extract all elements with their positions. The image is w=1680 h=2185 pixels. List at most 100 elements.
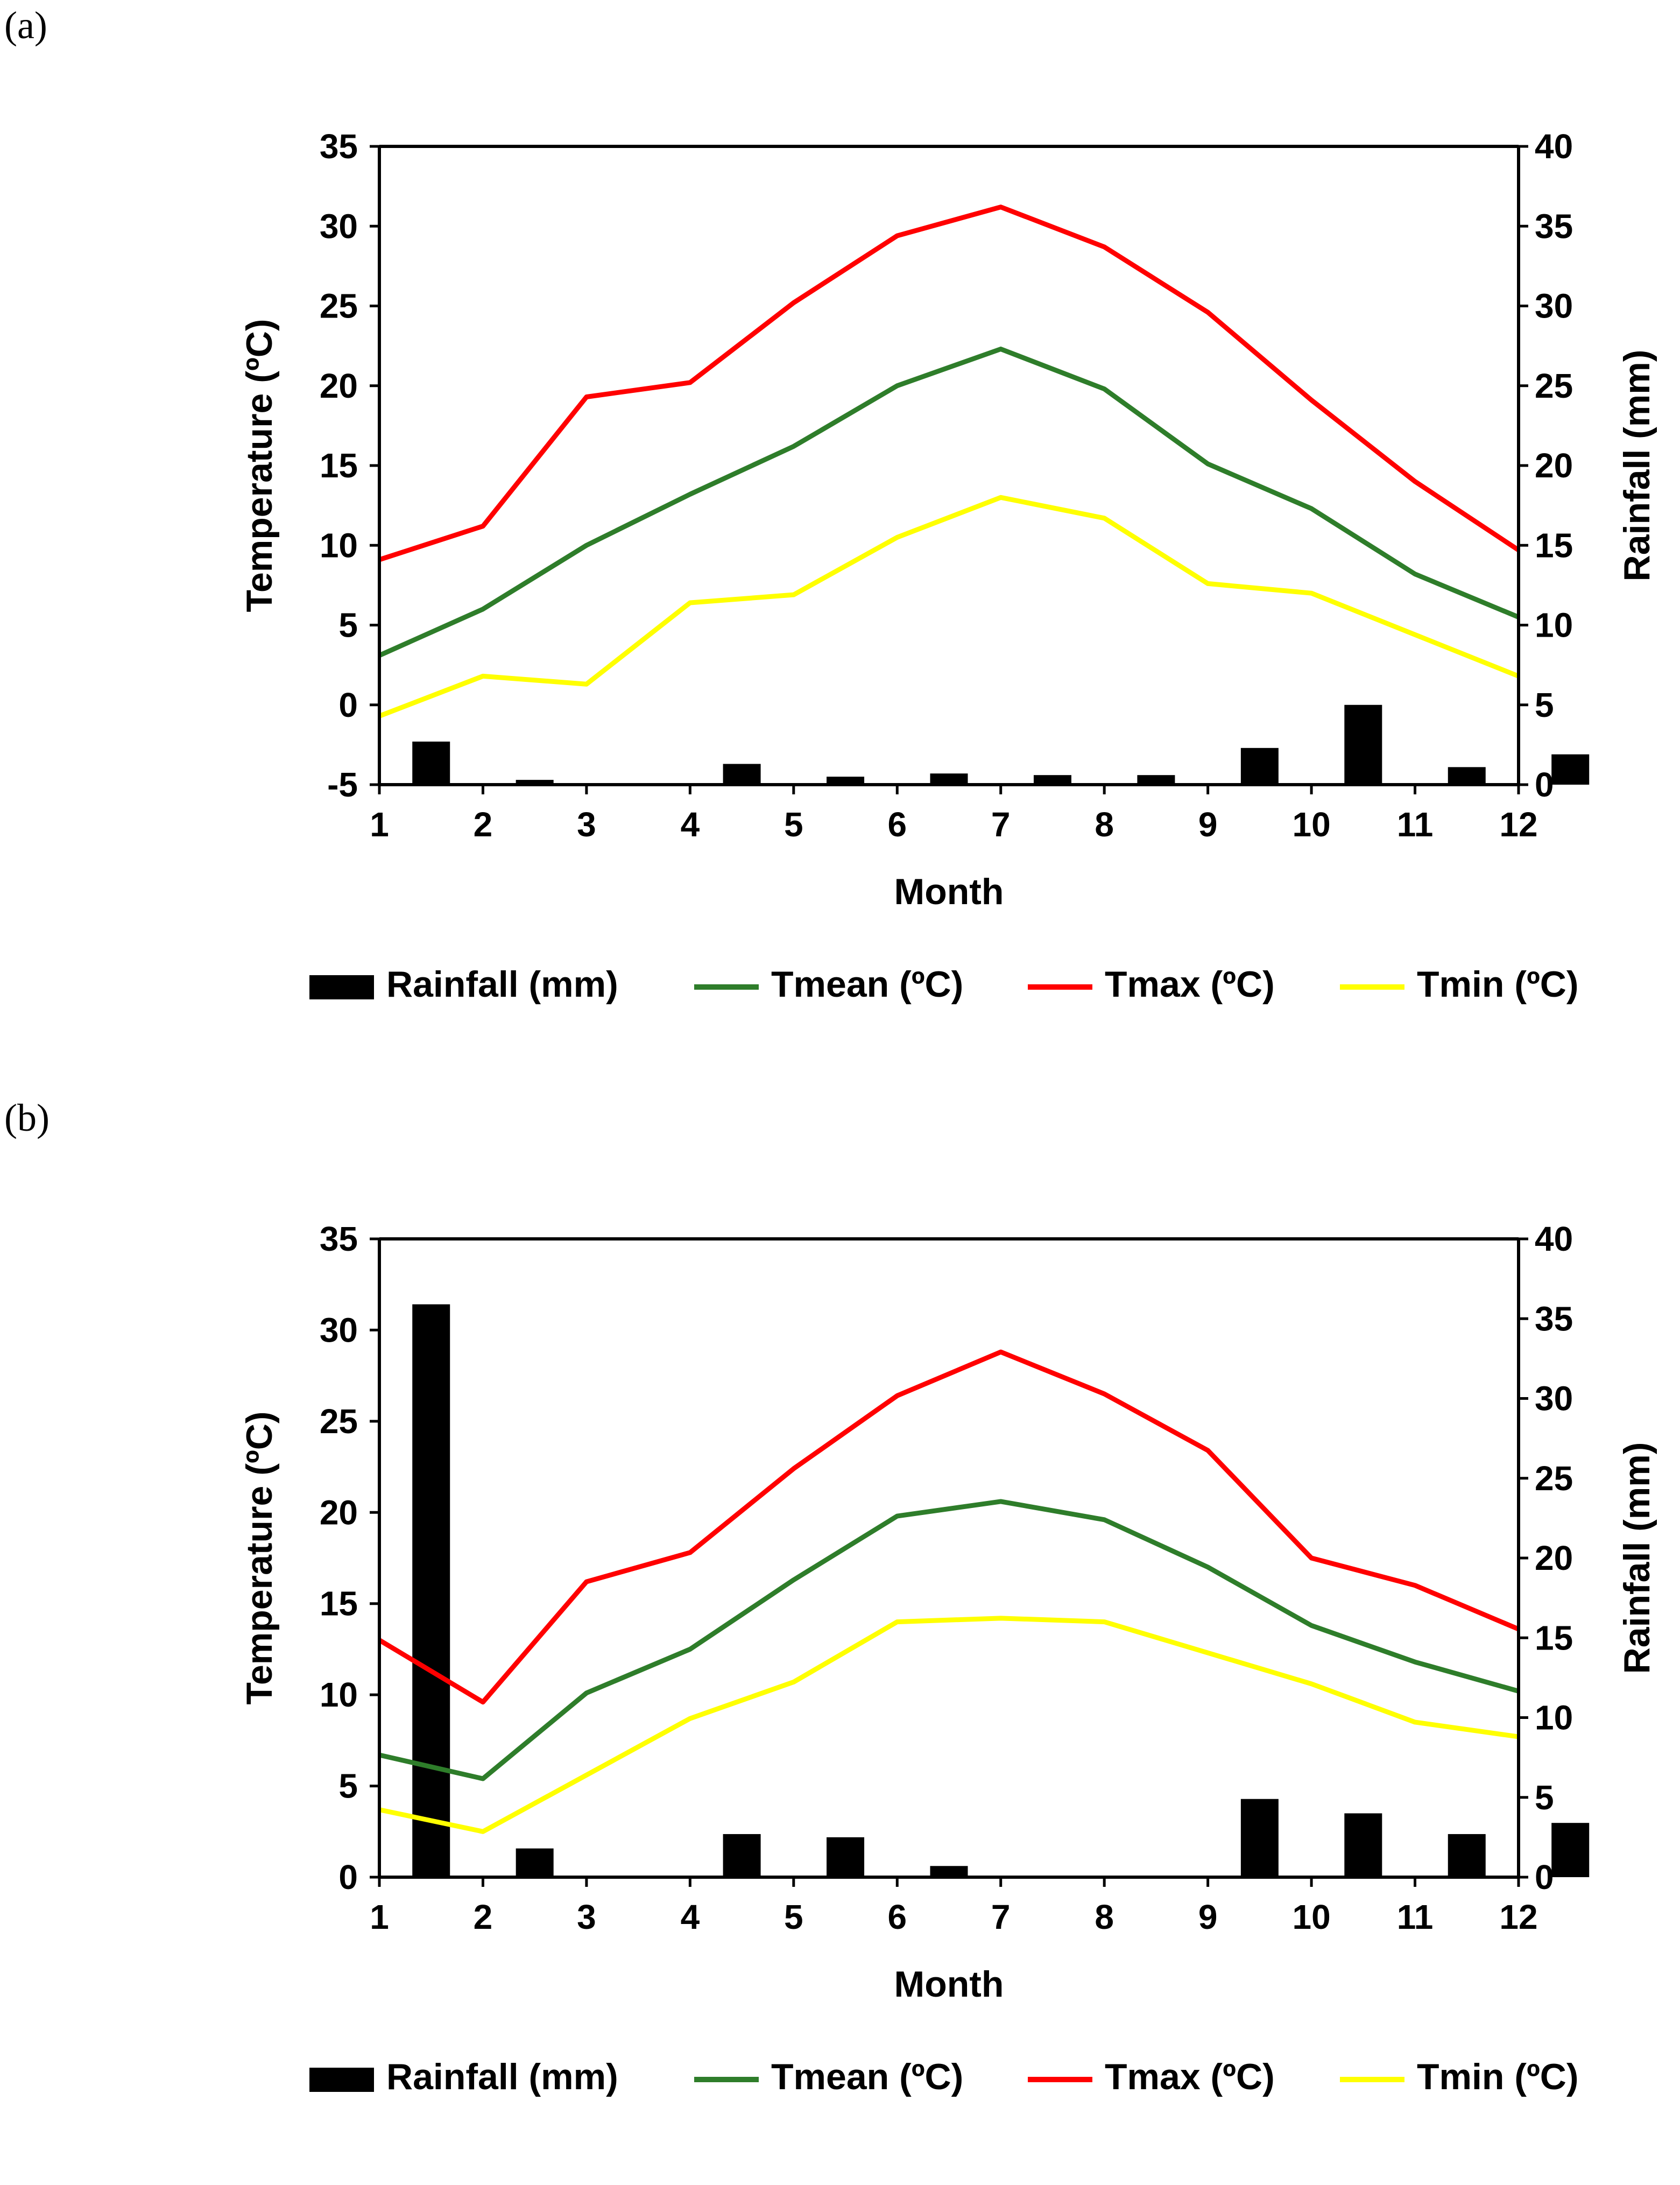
rainfall-bar <box>1344 704 1382 785</box>
y-tick-label-left: 30 <box>320 1310 358 1349</box>
rainfall-bar <box>1240 1799 1279 1877</box>
legend-swatch-rainfall <box>309 975 374 999</box>
series-line <box>378 205 1520 562</box>
series-line <box>378 495 1520 718</box>
x-tick-label: 1 <box>370 1898 389 1936</box>
y-tick-label-left: 15 <box>320 1584 358 1623</box>
y-tick-label-right: 20 <box>1535 446 1573 485</box>
rainfall-bar <box>930 1866 968 1877</box>
legend-label: Tmax (ºC) <box>1105 2056 1275 2097</box>
rainfall-bar <box>930 773 968 785</box>
y-axis-title-left: Temperature (ºC) <box>239 1412 280 1705</box>
legend-label: Tmean (ºC) <box>771 2056 963 2097</box>
panel-label: (b) <box>4 1096 50 1139</box>
series-line <box>379 1616 1519 1834</box>
y-tick-label-left: 10 <box>320 1675 358 1714</box>
y-tick-label-right: 10 <box>1535 606 1573 645</box>
y-tick-label-right: 10 <box>1535 1698 1573 1737</box>
y-tick-label-left: 30 <box>320 207 358 245</box>
x-tick-label: 6 <box>887 805 907 844</box>
rainfall-bar <box>723 764 761 785</box>
y-tick-label-right: 30 <box>1535 1379 1573 1418</box>
x-tick-label: 9 <box>1198 1898 1218 1936</box>
legend-label: Tmin (ºC) <box>1417 2056 1579 2097</box>
rainfall-bar <box>1240 748 1279 785</box>
y-tick-label-right: 20 <box>1535 1539 1573 1577</box>
x-tick-label: 7 <box>991 1898 1011 1936</box>
y-tick-label-right: 0 <box>1535 765 1554 804</box>
y-tick-label-left: 5 <box>338 1767 358 1806</box>
legend-label: Tmean (ºC) <box>771 964 963 1005</box>
y-axis-title-left: Temperature (ºC) <box>239 319 280 612</box>
y-tick-label-left: 25 <box>320 1402 358 1441</box>
y-tick-label-right: 25 <box>1535 1459 1573 1498</box>
legend-swatch-rainfall <box>309 2068 374 2092</box>
y-tick-label-right: 40 <box>1535 127 1573 166</box>
panel-b: (b) 0 5 10 15 20 25 30 35 0 5 10 15 20 25 30 35 40 1 2 3 4 5 6… <box>0 1092 1680 2185</box>
series-line <box>378 347 1520 658</box>
y-tick-label-right: 35 <box>1535 207 1573 245</box>
x-tick-label: 2 <box>474 805 493 844</box>
legend-label: Tmax (ºC) <box>1105 964 1275 1005</box>
rainfall-bar <box>412 1304 450 1877</box>
y-tick-label-right: 25 <box>1535 366 1573 405</box>
rainfall-bar <box>827 1837 865 1877</box>
rainfall-bar <box>1033 775 1071 785</box>
y-tick-label-left: 35 <box>320 1220 358 1258</box>
y-tick-label-right: 40 <box>1535 1220 1573 1258</box>
y-tick-label-right: 5 <box>1535 686 1554 724</box>
rainfall-bar <box>1448 1834 1486 1877</box>
y-tick-label-left: 0 <box>338 686 358 724</box>
rainfall-bar <box>1551 1823 1590 1877</box>
rainfall-bar <box>1448 767 1486 785</box>
x-tick-label: 3 <box>577 1898 596 1936</box>
y-tick-label-left: 20 <box>320 1493 358 1532</box>
rainfall-bar <box>1551 754 1590 785</box>
x-tick-label: 7 <box>991 805 1011 844</box>
x-tick-label: 11 <box>1397 1898 1434 1936</box>
x-axis-title: Month <box>894 871 1004 912</box>
rainfall-bar <box>412 741 450 785</box>
legend-label: Rainfall (mm) <box>386 964 618 1005</box>
y-tick-label-left: 10 <box>320 526 358 565</box>
panel-label: (a) <box>4 4 47 47</box>
x-tick-label: 2 <box>474 1898 493 1936</box>
y-tick-label-left: 25 <box>320 287 358 326</box>
rainfall-bar <box>516 780 554 785</box>
y-tick-label-right: 15 <box>1535 526 1573 565</box>
y-tick-label-right: 35 <box>1535 1299 1573 1338</box>
y-tick-label-right: 30 <box>1535 287 1573 326</box>
rainfall-bar <box>1137 775 1175 785</box>
x-tick-label: 11 <box>1397 805 1434 844</box>
x-axis-title: Month <box>894 1964 1004 2005</box>
rainfall-bar <box>827 777 865 785</box>
x-tick-label: 4 <box>681 805 700 844</box>
x-tick-label: 9 <box>1198 805 1218 844</box>
y-axis-title-right: Rainfall (mm) <box>1617 350 1657 582</box>
x-tick-label: 1 <box>370 805 389 844</box>
y-tick-label-left: 20 <box>320 366 358 405</box>
x-tick-label: 8 <box>1095 805 1114 844</box>
legend-label: Rainfall (mm) <box>386 2056 618 2097</box>
y-tick-label-left: 0 <box>338 1858 358 1897</box>
y-tick-label-left: 35 <box>320 127 358 166</box>
x-tick-label: 4 <box>681 1898 700 1936</box>
y-tick-label-right: 0 <box>1535 1858 1554 1897</box>
rainfall-bar <box>1344 1813 1382 1877</box>
y-tick-label-left: 5 <box>338 606 358 645</box>
x-tick-label: 5 <box>784 1898 803 1936</box>
x-tick-label: 5 <box>784 805 803 844</box>
panel-a: (a) -5 0 5 10 15 20 25 30 35 0 5 10 15 20 25 30 35 40 1 2 3 4… <box>0 0 1680 1092</box>
y-axis-title-right: Rainfall (mm) <box>1617 1442 1657 1674</box>
x-tick-label: 12 <box>1499 1898 1537 1936</box>
y-tick-label-left: -5 <box>327 765 358 804</box>
legend-label: Tmin (ºC) <box>1417 964 1579 1005</box>
x-tick-label: 10 <box>1292 1898 1330 1936</box>
x-tick-label: 3 <box>577 805 596 844</box>
x-tick-label: 12 <box>1499 805 1537 844</box>
x-tick-label: 10 <box>1292 805 1330 844</box>
y-tick-label-right: 5 <box>1535 1778 1554 1817</box>
x-tick-label: 8 <box>1095 1898 1114 1936</box>
